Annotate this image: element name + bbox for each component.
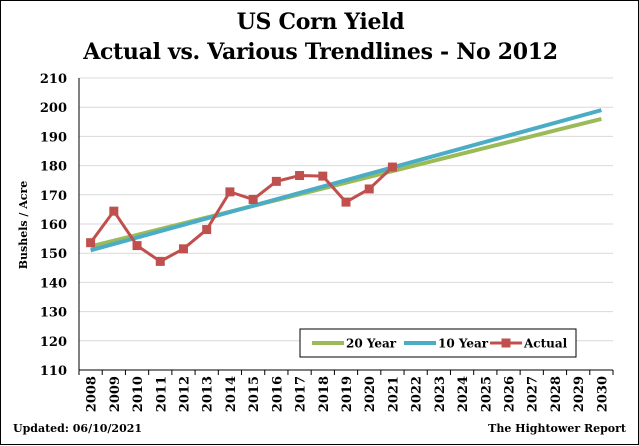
legend-label-2: Actual (523, 337, 568, 351)
series-line-10-year (90, 108, 602, 253)
data-point-2010 (132, 241, 142, 251)
y-tick-label-210: 210 (40, 72, 67, 87)
y-tick-label-150: 150 (40, 247, 67, 262)
x-tick-label-2029: 2029 (572, 376, 587, 412)
x-tick-label-2017: 2017 (294, 376, 309, 412)
data-point-2016 (271, 176, 281, 186)
x-tick-label-2030: 2030 (595, 376, 610, 412)
x-tick-label-2026: 2026 (503, 376, 518, 412)
y-tick-label-130: 130 (40, 306, 67, 321)
x-tick-label-2022: 2022 (410, 376, 425, 412)
data-point-2014 (225, 187, 235, 197)
x-tick-label-2012: 2012 (177, 376, 192, 412)
updated-date: Updated: 06/10/2021 (13, 422, 143, 435)
x-tick-label-2008: 2008 (85, 376, 100, 412)
y-tick-label-170: 170 (40, 189, 67, 204)
x-tick-label-2028: 2028 (549, 376, 564, 412)
data-point-2015 (248, 194, 258, 204)
legend-label-0: 20 Year (346, 337, 397, 351)
x-tick-label-2015: 2015 (247, 376, 262, 412)
legend-label-1: 10 Year (438, 337, 489, 351)
legend-box (299, 328, 577, 358)
x-tick-label-2016: 2016 (270, 376, 285, 412)
y-tick-label-140: 140 (40, 276, 67, 291)
y-tick-label-180: 180 (40, 160, 67, 175)
y-tick-label-160: 160 (40, 218, 67, 233)
y-tick-label-200: 200 (40, 101, 67, 116)
data-point-2019 (341, 197, 351, 207)
data-point-2009 (109, 206, 119, 216)
data-point-2020 (364, 184, 374, 194)
x-tick-label-2020: 2020 (363, 376, 378, 412)
data-point-2021 (387, 162, 397, 172)
x-tick-label-2009: 2009 (108, 376, 123, 412)
data-point-2013 (202, 225, 212, 235)
chart-title: US Corn Yield (236, 9, 405, 35)
grid-lines (78, 77, 614, 375)
x-tick-label-2014: 2014 (224, 376, 239, 412)
x-tick-label-2018: 2018 (317, 376, 332, 412)
data-point-2018 (318, 171, 328, 181)
x-axis-ticks: 2008 2009 2010 2011 2012 2013 2014 2015 2016 2017… (85, 376, 611, 412)
series-group (86, 108, 602, 266)
data-point-2012 (178, 244, 188, 254)
legend: 20 Year 10 Year Actual (299, 328, 577, 358)
legend-marker-2 (501, 338, 511, 348)
chart-subtitle: Actual vs. Various Trendlines - No 2012 (83, 39, 558, 65)
data-point-2008 (86, 238, 96, 248)
x-tick-label-2024: 2024 (456, 376, 471, 412)
x-tick-label-2025: 2025 (479, 376, 494, 412)
y-tick-label-110: 110 (40, 364, 67, 379)
x-tick-label-2019: 2019 (340, 376, 355, 412)
x-tick-label-2011: 2011 (154, 376, 169, 412)
y-axis-ticks: 110 120 130 140 150 160 170 180 190 200 210 (40, 72, 67, 379)
x-tick-label-2021: 2021 (386, 376, 401, 412)
x-tick-label-2023: 2023 (433, 376, 448, 412)
y-tick-label-120: 120 (40, 335, 67, 350)
data-point-2011 (155, 256, 165, 266)
data-point-2017 (295, 171, 305, 181)
x-tick-label-2027: 2027 (526, 376, 541, 412)
x-tick-label-2010: 2010 (131, 376, 146, 412)
y-axis-label: Bushels / Acre (17, 181, 30, 270)
y-tick-label-190: 190 (40, 130, 67, 145)
source-label: The Hightower Report (488, 422, 626, 435)
x-tick-label-2013: 2013 (201, 376, 216, 412)
